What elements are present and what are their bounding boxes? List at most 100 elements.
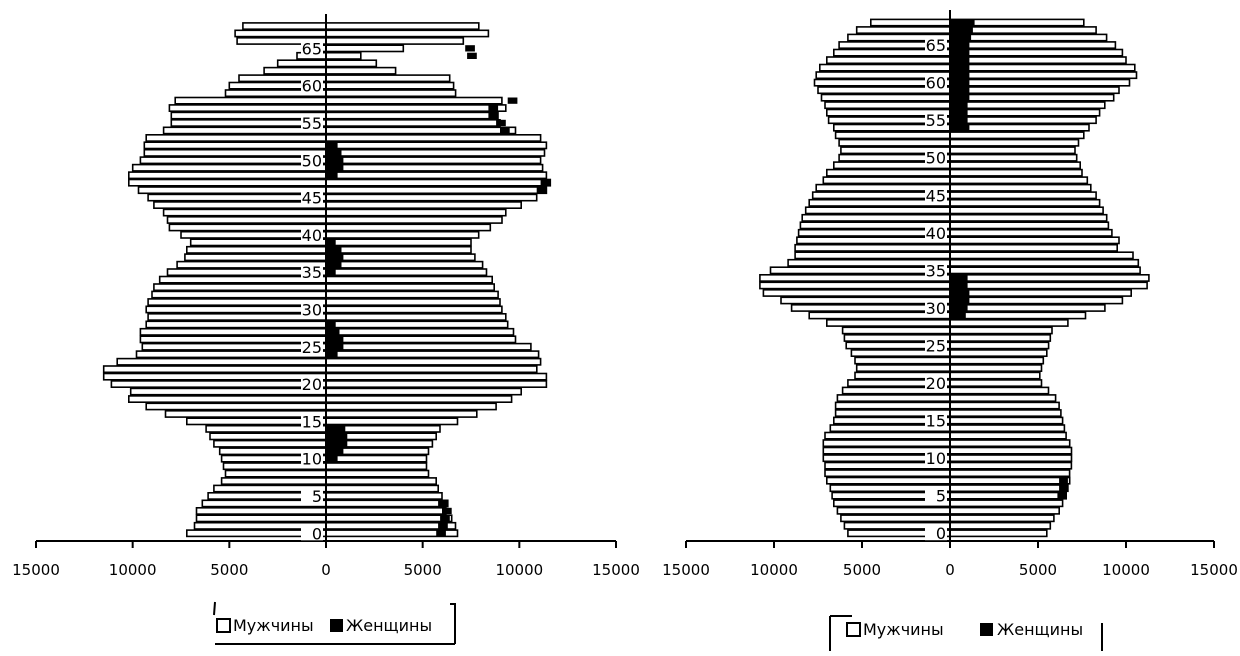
female-bar-age-51 [326, 149, 342, 156]
male-bar-age-67 [234, 29, 490, 38]
age-label: 50 [302, 151, 322, 170]
pyramid-chart-left: 15000 10000 5000 0 5000 10000 15000 0 5 10 15 20 25 3… [12, 14, 640, 579]
male-bar-age-53 [834, 131, 1085, 140]
male-bar-age-53 [145, 134, 542, 142]
age-label: 15 [302, 412, 322, 431]
age-label: 40 [302, 226, 322, 245]
female-bar-age-65 [465, 45, 475, 52]
female-bar-age-64 [950, 49, 970, 56]
female-bar-age-4 [438, 500, 448, 507]
male-bar-age-43 [162, 208, 507, 217]
male-bar-age-61 [815, 71, 1138, 80]
male-bar-age-43 [804, 206, 1104, 215]
male-bar-age-65 [309, 44, 405, 53]
male-bar-age-29 [808, 311, 1087, 320]
female-bar-age-5 [1057, 492, 1067, 499]
age-label-backdrop [301, 489, 323, 503]
female-bar-age-3 [442, 507, 452, 515]
male-bar-age-23 [116, 357, 542, 366]
x-tick-label: 0 [945, 561, 955, 579]
age-label: 25 [926, 337, 946, 356]
x-tick-label: 15000 [592, 561, 640, 579]
female-bar-age-1 [438, 522, 448, 529]
male-bar-age-10 [822, 454, 1073, 463]
male-bar-age-20 [110, 380, 548, 388]
age-label-backdrop [925, 113, 947, 128]
male-bar-age-50 [838, 153, 1078, 162]
male-bar-age-30 [790, 303, 1106, 312]
male-bar-age-39 [796, 236, 1120, 245]
female-bar-age-65 [950, 41, 970, 49]
female-bar-age-56 [950, 109, 968, 116]
age-label: 10 [302, 450, 322, 469]
male-bar-age-41 [799, 221, 1110, 230]
age-label-backdrop [925, 225, 947, 240]
male-bar-age-11 [822, 446, 1073, 455]
x-tick-label: 15000 [12, 561, 60, 579]
female-bar-age-6 [1059, 485, 1068, 492]
age-label-backdrop [301, 302, 323, 317]
male-bar-age-59 [224, 89, 457, 98]
male-bar-age-65 [838, 41, 1117, 50]
age-label: 50 [926, 149, 946, 168]
male-bar-age-14 [205, 424, 441, 433]
female-bar-age-50 [326, 157, 344, 164]
x-tick-label: 5000 [404, 561, 442, 579]
male-bar-age-16 [834, 409, 1062, 417]
female-bar-age-63 [950, 57, 970, 64]
age-label-backdrop [925, 488, 947, 503]
male-bar-age-60 [813, 78, 1131, 87]
legend-female-swatch [980, 623, 993, 636]
female-bar-age-46 [536, 187, 547, 194]
male-bar-age-21 [854, 371, 1041, 380]
male-bar-age-12 [822, 439, 1071, 448]
male-bar-age-31 [147, 298, 501, 306]
age-label: 20 [926, 374, 946, 393]
male-bar-age-38 [794, 243, 1118, 252]
female-bar-age-11 [326, 448, 344, 455]
female-bar-age-7 [1059, 477, 1068, 484]
male-bar-age-55 [170, 119, 501, 127]
female-bar-age-2 [440, 515, 450, 522]
male-bar-age-11 [218, 447, 430, 456]
age-label-backdrop [925, 263, 947, 278]
male-bar-age-44 [808, 198, 1101, 207]
male-bar-age-10 [220, 454, 428, 463]
age-label: 10 [926, 449, 946, 468]
age-label: 25 [302, 338, 322, 357]
male-bar-age-68 [869, 18, 1085, 27]
male-bar-age-62 [263, 66, 397, 75]
female-bar-age-59 [950, 87, 970, 94]
age-label-backdrop [925, 75, 947, 90]
pyramid-chart-right: 15000 10000 5000 0 5000 10000 15000 0 5 10 15 20 25 3… [662, 10, 1238, 579]
legend-left: Мужчины Женщины [213, 601, 456, 645]
male-bar-age-36 [787, 258, 1140, 267]
male-bar-age-58 [174, 96, 503, 105]
female-bar-age-34 [950, 274, 968, 282]
age-label: 60 [926, 74, 946, 93]
female-bar-age-12 [326, 440, 348, 447]
male-bar-age-51 [840, 146, 1076, 155]
female-bar-age-25 [326, 343, 344, 350]
male-bar-age-40 [797, 228, 1113, 237]
x-tick-label: 10000 [109, 561, 157, 579]
male-bar-age-64 [832, 48, 1124, 57]
female-bar-age-0 [436, 530, 446, 537]
female-bar-age-32 [950, 289, 970, 297]
age-label-backdrop [301, 451, 323, 466]
male-bar-age-25 [845, 341, 1050, 350]
age-label: 65 [302, 39, 322, 58]
male-bar-age-46 [137, 186, 548, 195]
age-label-backdrop [925, 300, 947, 315]
male-bar-age-52 [838, 138, 1080, 147]
male-bar-age-15 [832, 416, 1064, 425]
male-bar-age-2 [840, 514, 1055, 523]
male-bar-age-3 [836, 506, 1061, 515]
age-label: 55 [302, 114, 322, 133]
male-bar-age-49 [832, 161, 1081, 170]
legend-male-swatch [216, 618, 231, 633]
age-label-backdrop [925, 376, 947, 390]
age-label: 0 [312, 524, 322, 543]
